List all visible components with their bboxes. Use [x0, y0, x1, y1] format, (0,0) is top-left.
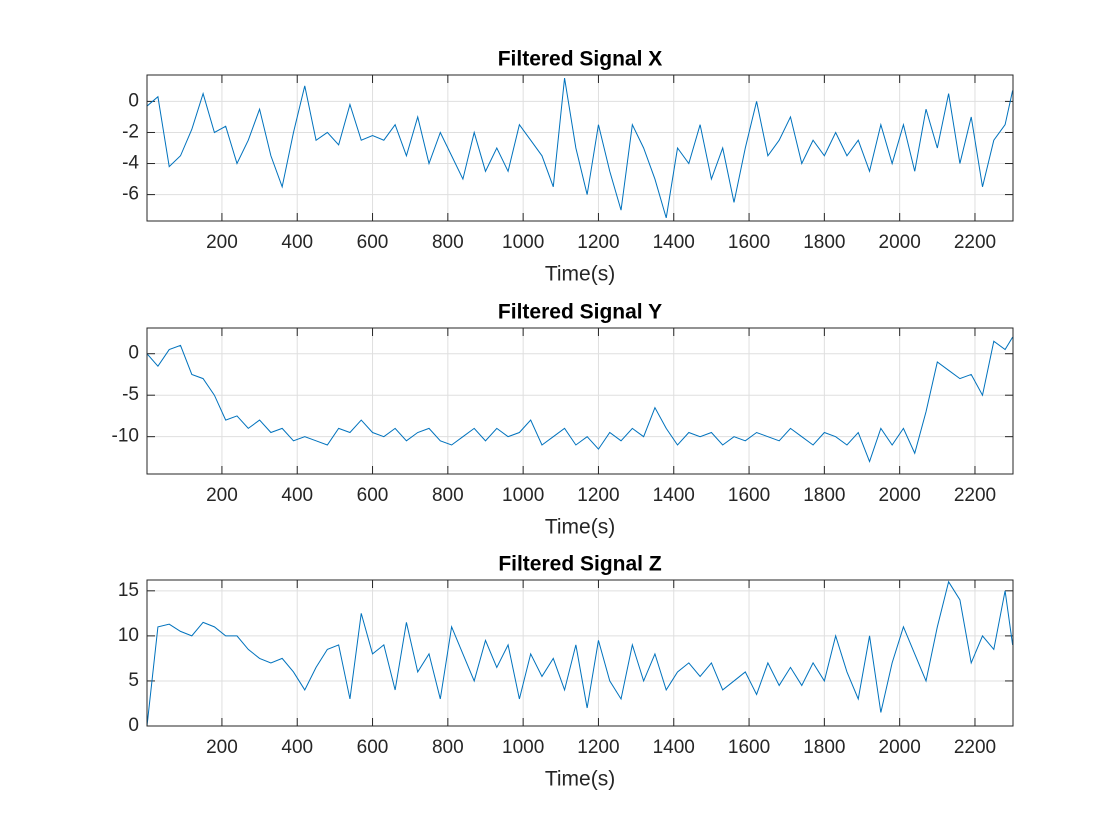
x-axis-label: Time(s) — [545, 263, 615, 286]
chart-title: Filtered Signal Z — [498, 553, 662, 576]
x-tick-label: 1800 — [803, 737, 845, 758]
y-tick-label: 5 — [128, 670, 139, 691]
x-tick-label: 1800 — [803, 232, 845, 253]
x-tick-label: 1000 — [502, 485, 544, 506]
axes-frame — [146, 327, 1014, 475]
x-tick-label: 1600 — [728, 485, 770, 506]
y-tick-label: -5 — [122, 384, 139, 405]
x-tick-label: 400 — [281, 485, 313, 506]
signal-line — [147, 336, 1013, 464]
x-tick-label: 800 — [432, 485, 464, 506]
x-tick-label: 600 — [357, 485, 389, 506]
x-tick-label: 600 — [357, 232, 389, 253]
plot-area — [147, 580, 1013, 726]
x-tick-label: 200 — [206, 485, 238, 506]
x-tick-label: 2000 — [879, 485, 921, 506]
plot-area — [147, 328, 1013, 474]
x-tick-label: 800 — [432, 232, 464, 253]
y-tick-label: -2 — [122, 121, 139, 142]
y-tick-label: -6 — [122, 184, 139, 205]
y-tick-label: 15 — [118, 580, 139, 601]
x-tick-label: 800 — [432, 737, 464, 758]
x-tick-label: 400 — [281, 232, 313, 253]
signal-line — [147, 580, 1013, 726]
y-tick-label: 10 — [118, 625, 139, 646]
y-tick-label: -4 — [122, 153, 139, 174]
x-tick-label: 1600 — [728, 232, 770, 253]
y-tick-label: 0 — [128, 90, 139, 111]
x-tick-label: 2200 — [954, 232, 996, 253]
x-axis-label: Time(s) — [545, 516, 615, 539]
chart-title: Filtered Signal Y — [498, 301, 662, 324]
x-tick-label: 2000 — [879, 232, 921, 253]
x-tick-label: 1200 — [577, 737, 619, 758]
y-tick-label: -10 — [112, 426, 139, 447]
x-tick-label: 1400 — [653, 485, 695, 506]
axes-frame — [146, 74, 1014, 222]
x-tick-label: 1800 — [803, 485, 845, 506]
axes-frame — [146, 579, 1014, 727]
x-tick-label: 400 — [281, 737, 313, 758]
x-tick-label: 600 — [357, 737, 389, 758]
x-tick-label: 2200 — [954, 737, 996, 758]
x-tick-label: 1600 — [728, 737, 770, 758]
x-tick-label: 200 — [206, 232, 238, 253]
x-tick-label: 1000 — [502, 737, 544, 758]
x-tick-label: 1200 — [577, 485, 619, 506]
x-tick-label: 1200 — [577, 232, 619, 253]
x-tick-label: 1400 — [653, 232, 695, 253]
x-axis-label: Time(s) — [545, 768, 615, 791]
signal-line — [147, 78, 1013, 219]
x-tick-label: 1400 — [653, 737, 695, 758]
y-tick-label: 0 — [128, 343, 139, 364]
chart-title: Filtered Signal X — [498, 48, 663, 71]
y-tick-label: 0 — [128, 715, 139, 736]
plot-area — [147, 75, 1013, 221]
x-tick-label: 1000 — [502, 232, 544, 253]
x-tick-label: 2000 — [879, 737, 921, 758]
x-tick-label: 200 — [206, 737, 238, 758]
x-tick-label: 2200 — [954, 485, 996, 506]
